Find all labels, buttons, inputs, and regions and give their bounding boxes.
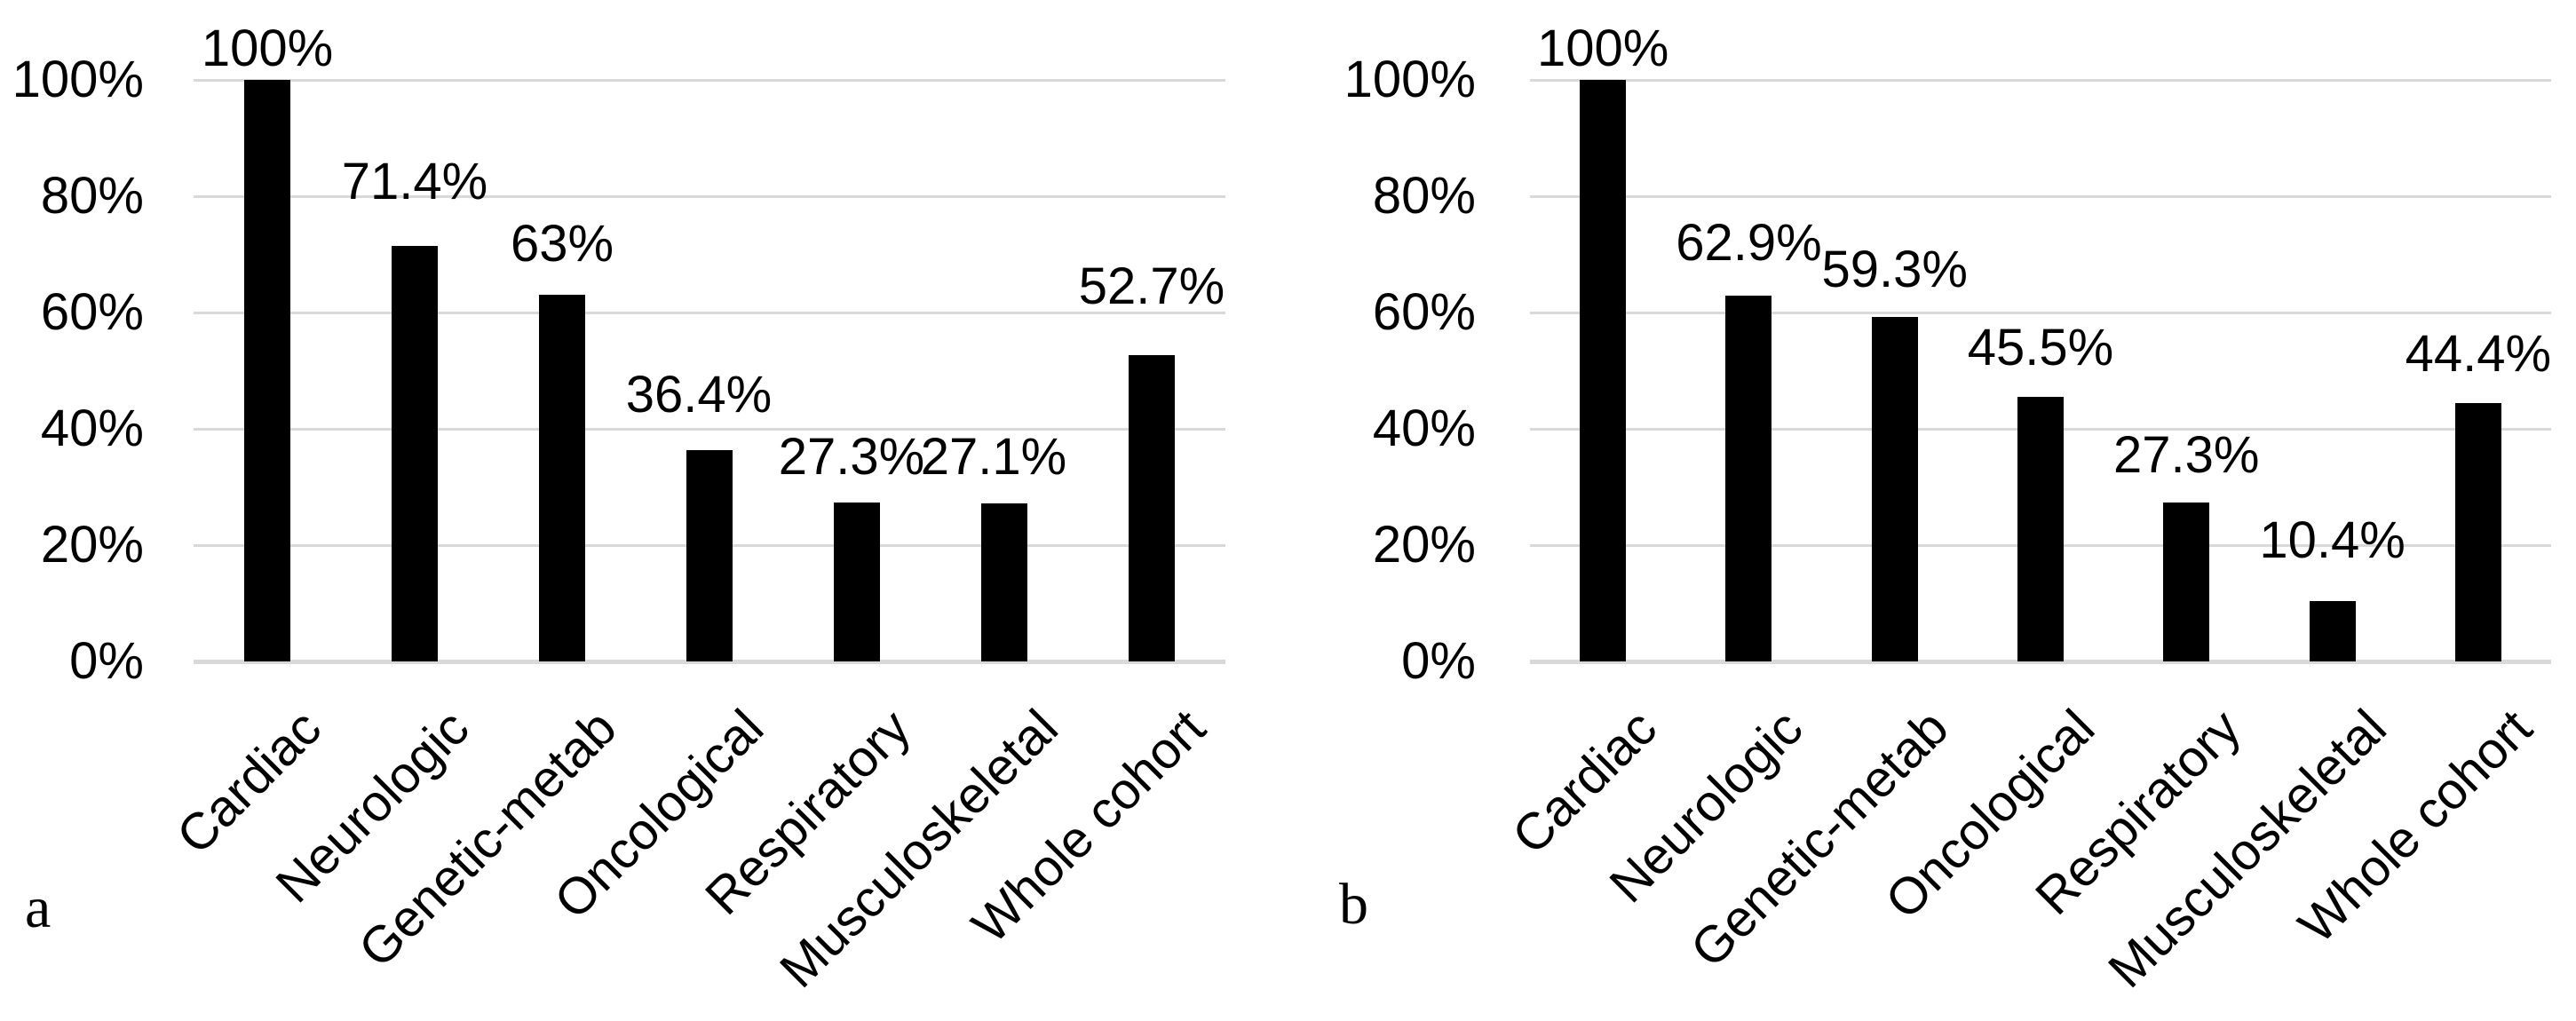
- x-axis-category-label: Whole cohort: [2287, 699, 2543, 954]
- x-axis-category-label: Genetic-metab: [347, 699, 628, 979]
- bar-value-label: 27.1%: [920, 428, 1067, 486]
- x-axis-category-label: Neurologic: [265, 699, 480, 914]
- y-axis-tick-label: 20%: [1372, 516, 1476, 574]
- panel-letter-a: a: [25, 875, 52, 940]
- gridline: [194, 543, 1225, 547]
- x-axis-category-label: Respiratory: [694, 699, 923, 926]
- y-axis-tick-label: 80%: [1372, 167, 1476, 225]
- x-axis-category-label: Neurologic: [1598, 699, 1814, 914]
- x-axis-category-label: Musculoskeletal: [769, 699, 1070, 999]
- x-axis-category-label: Cardiac: [165, 699, 333, 866]
- gridline: [1530, 543, 2551, 547]
- bar-value-label: 100%: [201, 20, 334, 77]
- bar-respiratory: [834, 503, 880, 661]
- bar-oncological: [2017, 396, 2064, 661]
- bar-respiratory: [2163, 503, 2210, 661]
- gridline: [1530, 194, 2551, 198]
- bar-value-label: 27.3%: [778, 428, 925, 486]
- x-axis-category-label: Genetic-metab: [1679, 699, 1960, 979]
- bar-value-label: 27.3%: [2113, 426, 2260, 484]
- bar-value-label: 36.4%: [625, 366, 773, 423]
- x-axis-line: [1530, 659, 2551, 664]
- gridline: [1530, 78, 2551, 82]
- bar-value-label: 63%: [510, 215, 614, 273]
- x-axis-category-label: Musculoskeletal: [2096, 699, 2398, 999]
- panel-letter-b: b: [1339, 872, 1368, 937]
- bar-whole-cohort: [1129, 354, 1175, 661]
- bar-value-label: 100%: [1536, 20, 1669, 77]
- gridline: [194, 194, 1225, 198]
- bar-musculoskeletal: [2309, 600, 2356, 661]
- bar-value-label: 71.4%: [341, 153, 488, 210]
- bar-value-label: 59.3%: [1821, 241, 1968, 298]
- bar-cardiac: [1580, 80, 1627, 661]
- x-axis-category-label: Respiratory: [2024, 699, 2252, 926]
- bar-value-label: 62.9%: [1676, 214, 1822, 272]
- x-axis-category-label: Cardiac: [1502, 699, 1668, 866]
- y-axis-tick-label: 80%: [40, 167, 144, 225]
- y-axis-tick-label: 40%: [1372, 400, 1476, 457]
- bar-whole-cohort: [2454, 403, 2501, 661]
- x-axis-line: [194, 659, 1225, 664]
- bar-oncological: [686, 449, 733, 661]
- bar-value-label: 52.7%: [1078, 257, 1225, 315]
- y-axis-tick-label: 100%: [1343, 51, 1476, 108]
- y-axis-tick-label: 0%: [1401, 632, 1476, 690]
- gridline: [1530, 427, 2551, 431]
- bar-value-label: 44.4%: [2405, 325, 2552, 383]
- y-axis-tick-label: 20%: [40, 516, 144, 574]
- y-axis-tick-label: 0%: [69, 632, 144, 690]
- bar-value-label: 10.4%: [2259, 511, 2406, 569]
- bar-neurologic: [392, 246, 438, 661]
- bar-cardiac: [244, 80, 290, 661]
- gridline: [194, 78, 1225, 82]
- gridline: [1530, 311, 2551, 314]
- y-axis-tick-label: 100%: [12, 51, 144, 108]
- y-axis-tick-label: 60%: [1372, 283, 1476, 341]
- gridline: [194, 427, 1225, 431]
- y-axis-tick-label: 60%: [40, 283, 144, 341]
- bar-genetic-metab: [539, 295, 585, 661]
- bar-musculoskeletal: [981, 503, 1027, 661]
- gridline: [194, 311, 1225, 314]
- bar-neurologic: [1725, 296, 1772, 661]
- bar-value-label: 45.5%: [1967, 319, 2114, 376]
- y-axis-tick-label: 40%: [40, 400, 144, 457]
- bar-genetic-metab: [1871, 316, 1918, 661]
- x-axis-category-label: Oncological: [1874, 699, 2106, 930]
- x-axis-category-label: Oncological: [543, 699, 775, 930]
- x-axis-category-label: Whole cohort: [961, 699, 1217, 954]
